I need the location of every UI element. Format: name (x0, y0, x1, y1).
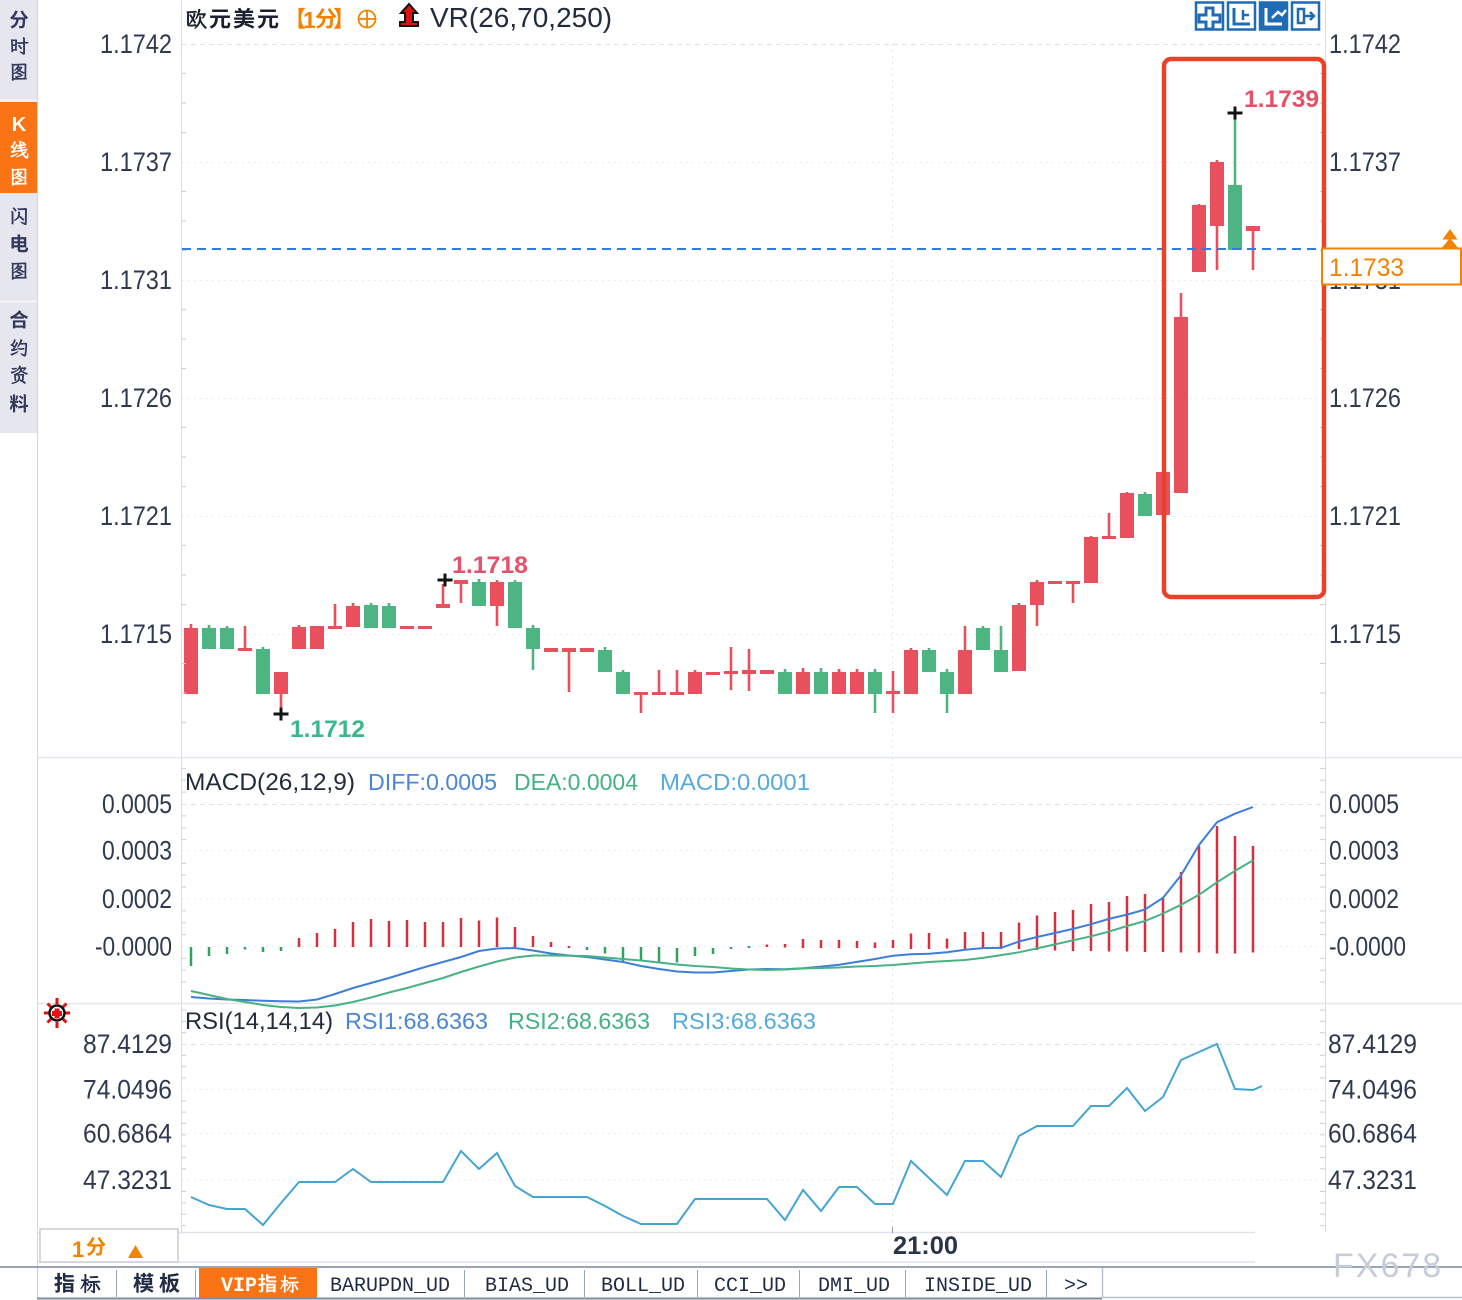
svg-text:87.4129: 87.4129 (83, 1029, 172, 1059)
svg-text:DMI_UD: DMI_UD (818, 1275, 890, 1298)
svg-text:>>: >> (1064, 1275, 1088, 1298)
svg-text:RSI3:68.6363: RSI3:68.6363 (672, 1008, 816, 1034)
svg-text:1: 1 (72, 1237, 84, 1262)
svg-text:1.1742: 1.1742 (1329, 29, 1401, 59)
svg-text:21:00: 21:00 (893, 1232, 958, 1260)
svg-text:1.1737: 1.1737 (100, 147, 172, 177)
svg-text:60.6864: 60.6864 (1328, 1119, 1417, 1149)
svg-text:INSIDE_UD: INSIDE_UD (924, 1275, 1032, 1298)
svg-text:1.1733: 1.1733 (1329, 254, 1404, 282)
svg-text:1.1721: 1.1721 (100, 501, 172, 531)
svg-text:BARUPDN_UD: BARUPDN_UD (330, 1275, 450, 1298)
svg-text:1.1726: 1.1726 (1329, 383, 1401, 413)
svg-text:VIP: VIP (221, 1275, 257, 1298)
svg-text:1.1739: 1.1739 (1244, 86, 1319, 113)
svg-text:1.1737: 1.1737 (1329, 147, 1401, 177)
svg-text:BOLL_UD: BOLL_UD (601, 1275, 685, 1298)
svg-text:1.1712: 1.1712 (290, 716, 365, 743)
svg-text:0.0005: 0.0005 (1329, 789, 1399, 819)
svg-text:87.4129: 87.4129 (1328, 1029, 1417, 1059)
svg-text:RSI(14,14,14): RSI(14,14,14) (185, 1008, 333, 1035)
svg-text:1.1715: 1.1715 (1329, 619, 1401, 649)
svg-text:0.0003: 0.0003 (1329, 836, 1399, 866)
svg-text:1.1731: 1.1731 (100, 265, 172, 295)
svg-text:74.0496: 74.0496 (83, 1075, 172, 1105)
svg-text:MACD:0.0001: MACD:0.0001 (660, 769, 810, 795)
svg-text:74.0496: 74.0496 (1328, 1075, 1417, 1105)
svg-text:1.1715: 1.1715 (100, 619, 172, 649)
svg-text:BIAS_UD: BIAS_UD (485, 1275, 569, 1298)
svg-text:0.0002: 0.0002 (1329, 884, 1399, 914)
svg-text:K: K (12, 114, 27, 136)
svg-text:VR(26,70,250): VR(26,70,250) (430, 2, 612, 33)
svg-text:47.3231: 47.3231 (83, 1165, 172, 1195)
svg-text:1.1721: 1.1721 (1329, 501, 1401, 531)
svg-text:47.3231: 47.3231 (1328, 1165, 1417, 1195)
svg-text:1.1742: 1.1742 (100, 29, 172, 59)
svg-text:0.0002: 0.0002 (102, 884, 172, 914)
svg-text:RSI1:68.6363: RSI1:68.6363 (345, 1008, 488, 1034)
svg-text:-0.0000: -0.0000 (95, 932, 172, 962)
svg-text:FX678: FX678 (1333, 1247, 1443, 1285)
svg-text:RSI2:68.6363: RSI2:68.6363 (508, 1008, 650, 1034)
svg-text:60.6864: 60.6864 (83, 1119, 172, 1149)
svg-text:-0.0000: -0.0000 (1329, 932, 1406, 962)
svg-text:CCI_UD: CCI_UD (714, 1275, 786, 1298)
svg-text:DIFF:0.0005: DIFF:0.0005 (368, 769, 497, 795)
svg-text:0.0005: 0.0005 (102, 789, 172, 819)
svg-text:1.1718: 1.1718 (452, 552, 528, 579)
svg-text:MACD(26,12,9): MACD(26,12,9) (185, 769, 355, 796)
svg-text:DEA:0.0004: DEA:0.0004 (514, 769, 638, 795)
svg-text:1: 1 (303, 7, 316, 33)
svg-text:0.0003: 0.0003 (102, 836, 172, 866)
svg-text:1.1726: 1.1726 (100, 383, 172, 413)
